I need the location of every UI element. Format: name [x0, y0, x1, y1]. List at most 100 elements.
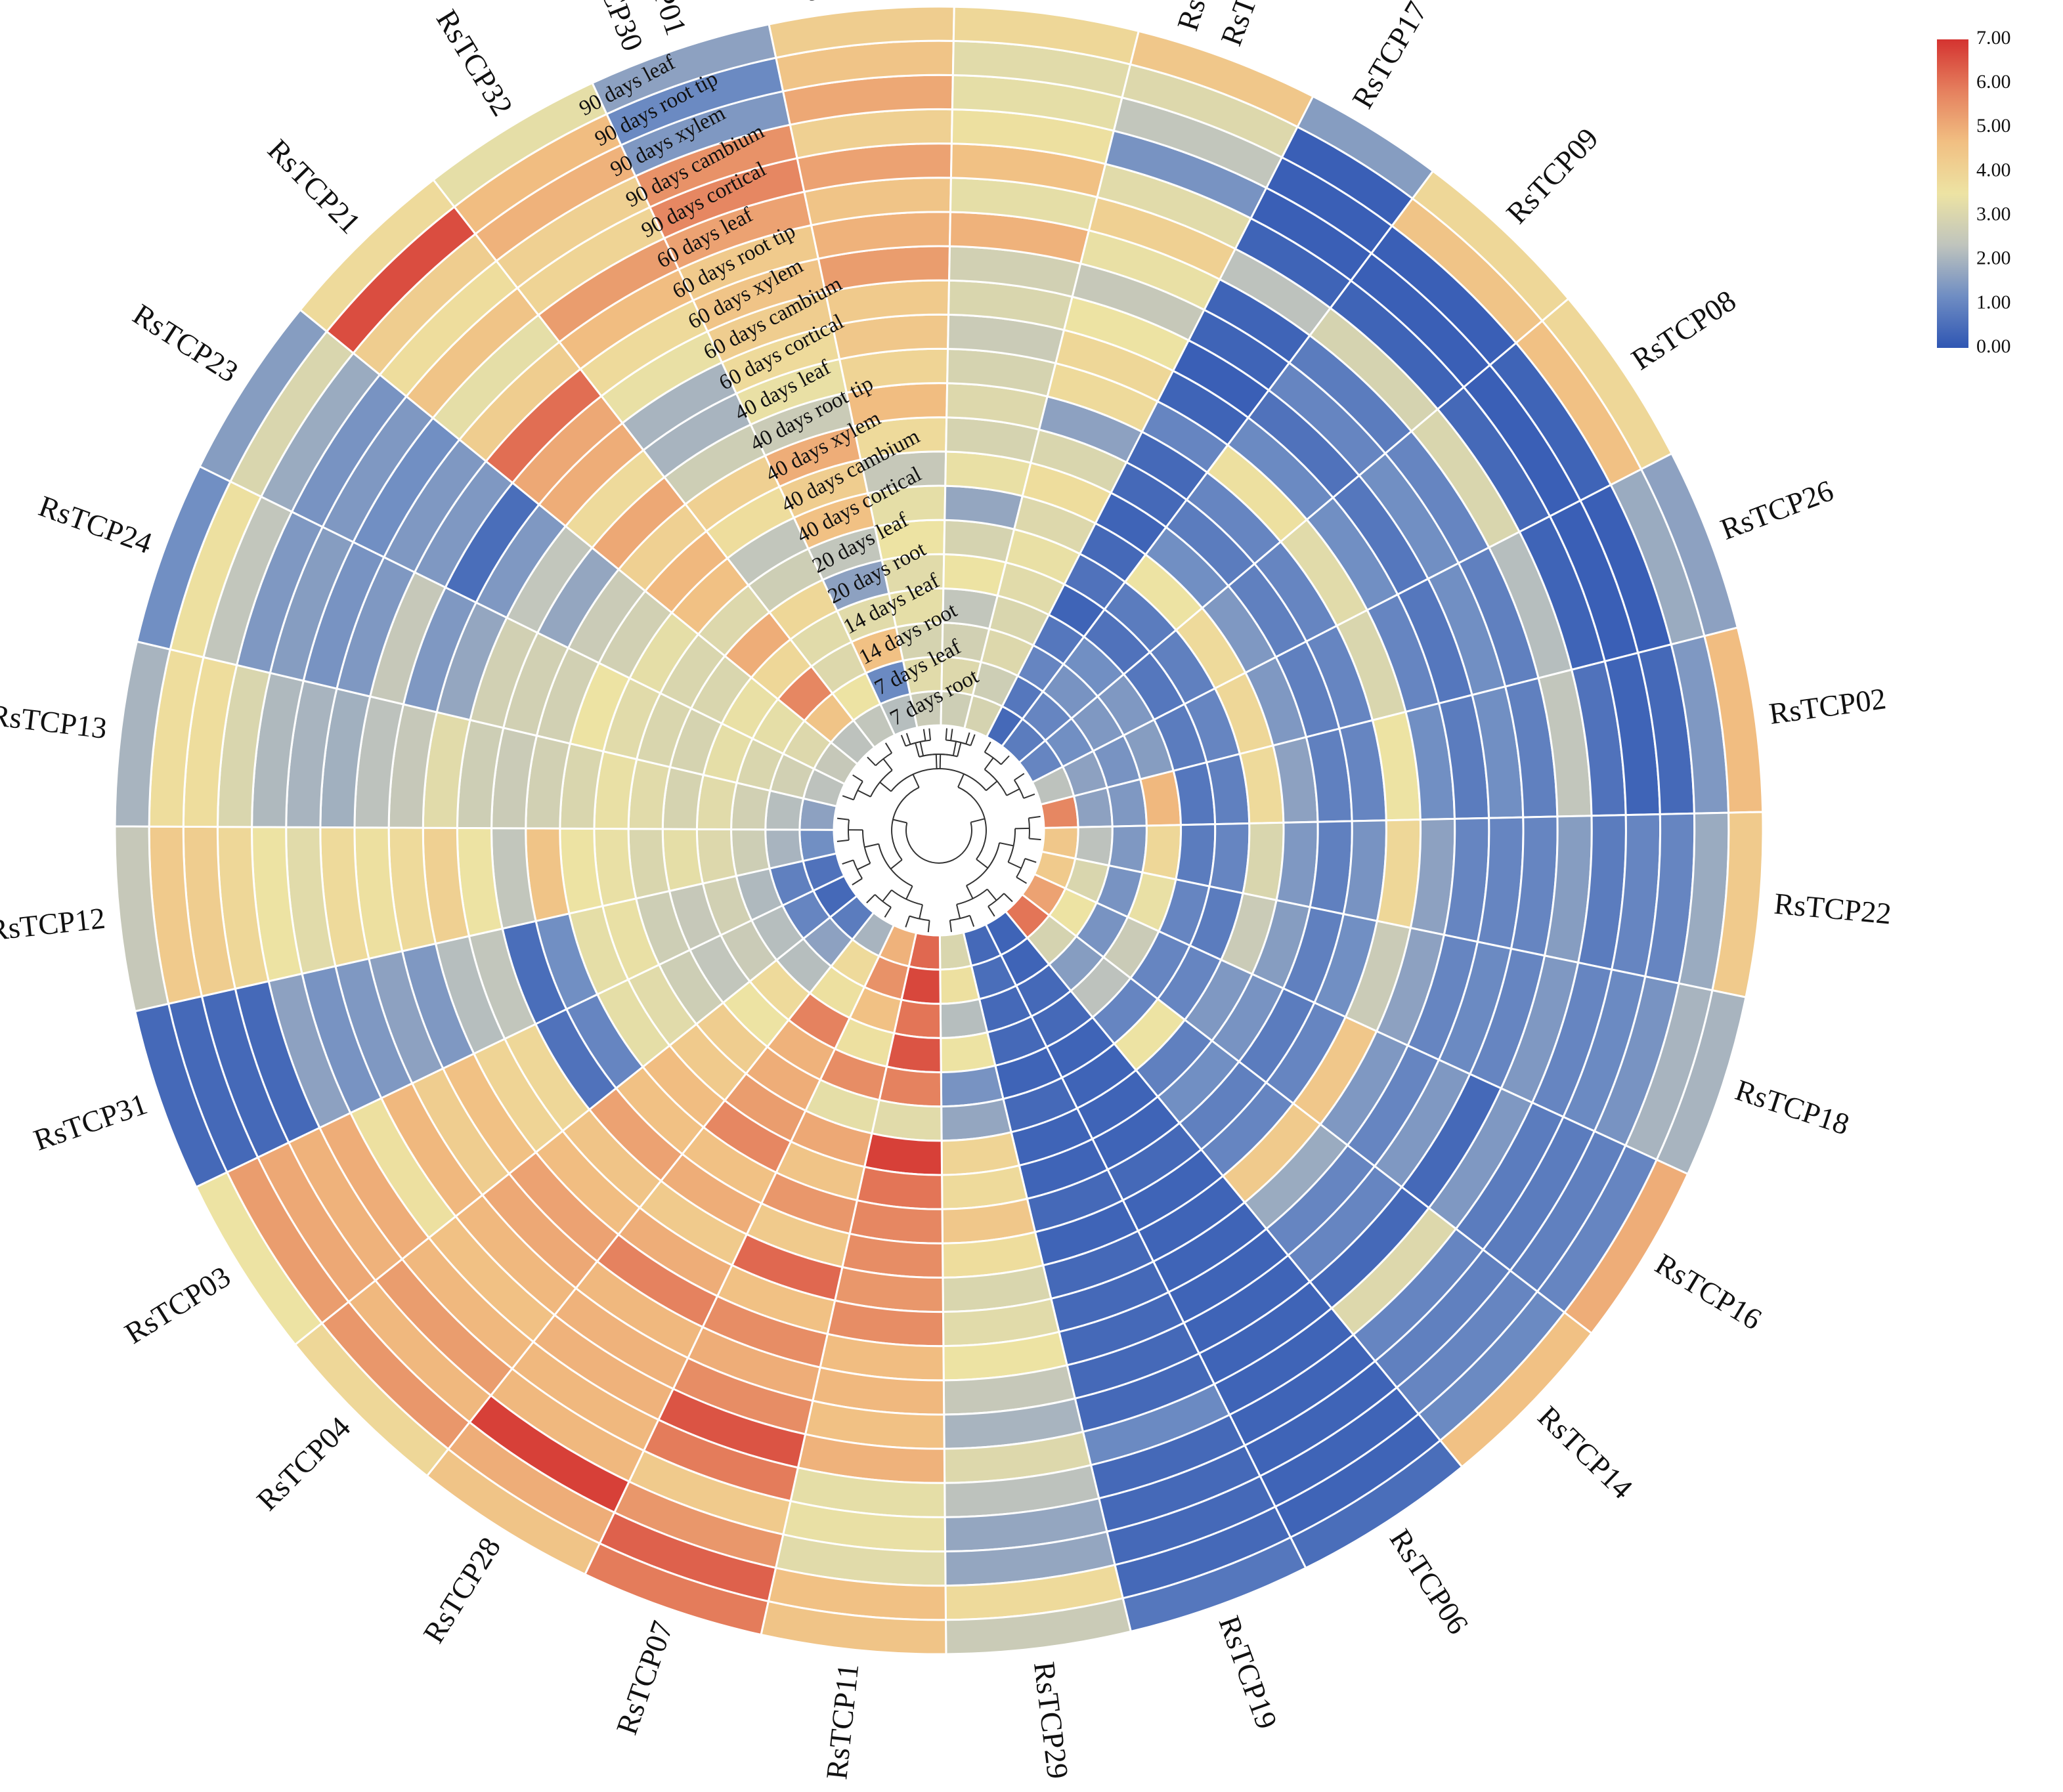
- dendrogram-branch: [905, 885, 913, 900]
- dendrogram-branch: [909, 915, 930, 922]
- dendrogram-branch: [870, 769, 893, 798]
- heatmap-cell: [764, 828, 804, 870]
- heatmap-cell: [939, 998, 989, 1039]
- heatmap-cell: [695, 773, 738, 830]
- dendrogram-branch: [852, 859, 863, 879]
- dendrogram-branch: [957, 742, 962, 757]
- dendrogram-branch: [965, 732, 970, 744]
- dendrogram-branch: [892, 819, 907, 824]
- dendrogram-branch: [891, 786, 920, 861]
- dendrogram-branch: [984, 757, 994, 770]
- dendrogram-branch: [928, 728, 931, 740]
- gene-label: RsTCP08: [1626, 284, 1742, 377]
- dendrogram-branch: [988, 893, 1005, 907]
- gene-label: RsTCP29: [1028, 1660, 1075, 1781]
- heatmap-cell: [1175, 823, 1217, 888]
- heatmap-cell: [730, 828, 771, 878]
- dendrogram-branch: [900, 735, 907, 746]
- legend-tick-label: 5.00: [1976, 115, 2011, 137]
- legend-tick-label: 7.00: [1976, 27, 2011, 49]
- dendrogram-branch: [1023, 793, 1035, 800]
- gene-label: RsTCP26: [1716, 473, 1838, 546]
- dendrogram-branch: [988, 906, 995, 917]
- gene-label: RsTCP30: [576, 0, 650, 56]
- gene-label: RsTCP31: [30, 1087, 152, 1157]
- dendrogram-branch: [836, 839, 849, 842]
- legend-ticks: 7.00 6.00 5.00 4.00 3.00 2.00 1.00 0.00: [1976, 27, 2011, 357]
- gene-label: RsTCP16: [1649, 1247, 1768, 1336]
- dendrogram-branch: [935, 754, 938, 769]
- gene-label: RsTCP06: [1383, 1523, 1475, 1640]
- dendrogram: [836, 728, 1041, 933]
- heatmap-cell: [885, 1032, 942, 1074]
- dendrogram-branch: [912, 774, 920, 788]
- heatmap-cell: [878, 1065, 943, 1108]
- dendrogram-branch: [950, 729, 953, 741]
- dendrogram-branch: [874, 894, 892, 908]
- heatmap-cell: [1129, 30, 1314, 129]
- dendrogram-branch: [836, 817, 850, 821]
- dendrogram-branch: [999, 842, 1014, 847]
- dendrogram-branch: [1007, 828, 1016, 863]
- dendrogram-branch: [882, 889, 892, 902]
- gene-label: RsTCP12: [0, 901, 107, 947]
- dendrogram-branch: [857, 863, 871, 870]
- dendrogram-branch: [984, 752, 1002, 765]
- gene-label: RsTCP14: [1532, 1399, 1640, 1505]
- dendrogram-branch: [976, 859, 989, 869]
- gene-label: RsTCP11: [819, 1662, 865, 1781]
- dendrogram-branch: [956, 904, 961, 919]
- heatmap-cell: [695, 828, 738, 885]
- dendrogram-branch: [842, 859, 854, 865]
- dendrogram-branch: [915, 742, 920, 757]
- heatmap-cell: [1208, 822, 1251, 895]
- legend-tick-label: 3.00: [1976, 203, 2011, 224]
- dendrogram-branch: [1016, 876, 1028, 884]
- gene-label: RsTCP25: [1214, 0, 1286, 50]
- heatmap-cells: [114, 5, 1764, 1655]
- dendrogram-branch: [852, 878, 863, 885]
- dendrogram-branch: [890, 859, 903, 870]
- legend-tick-label: 2.00: [1976, 247, 2011, 269]
- gene-label: RsTCP07: [609, 1617, 679, 1739]
- dendrogram-branch: [1028, 815, 1041, 819]
- dendrogram-branch: [884, 907, 892, 918]
- gene-label: RsTCP32: [430, 4, 520, 121]
- dendrogram-branch: [905, 822, 972, 864]
- dendrogram-branch: [866, 894, 876, 904]
- legend-tick-label: 1.00: [1976, 291, 2011, 313]
- gene-label: RsTCP21: [261, 133, 368, 240]
- color-legend: 7.00 6.00 5.00 4.00 3.00 2.00 1.00 0.00: [1937, 27, 2011, 357]
- gene-label: RsTCP09: [1500, 121, 1605, 230]
- heatmap-cell: [1106, 778, 1148, 828]
- dendrogram-branch: [879, 781, 892, 792]
- dendrogram-branch: [984, 741, 991, 753]
- gene-label: RsTCP02: [1767, 681, 1888, 731]
- dendrogram-branch: [986, 888, 997, 901]
- dendrogram-branch: [852, 774, 863, 782]
- dendrogram-branch: [1006, 788, 1020, 796]
- gene-label: RsTCP19: [1212, 1611, 1284, 1734]
- dendrogram-branch: [927, 920, 930, 933]
- dendrogram-branch: [905, 733, 911, 745]
- gene-label: RsTCP23: [127, 297, 244, 389]
- dendrogram-branch: [939, 754, 942, 769]
- dendrogram-branch: [864, 843, 879, 848]
- dendrogram-branch: [970, 818, 986, 823]
- gene-label: RsTCP24: [35, 489, 157, 560]
- legend-tick-label: 0.00: [1976, 335, 2011, 357]
- gene-label: RsTCP18: [1731, 1073, 1854, 1141]
- dendrogram-branch: [1024, 858, 1037, 863]
- dendrogram-branch: [984, 769, 1008, 796]
- dendrogram-branch: [945, 728, 947, 740]
- dendrogram-branch: [969, 915, 975, 927]
- dendrogram-branch: [882, 758, 893, 771]
- legend-colorbar: [1937, 39, 1968, 348]
- dendrogram-branch: [919, 905, 923, 919]
- gene-label: RsTCP27: [1030, 0, 1078, 1]
- dendrogram-branch: [1014, 827, 1030, 830]
- gene-label: RsTCP04: [250, 1410, 357, 1517]
- dendrogram-branch: [919, 741, 924, 756]
